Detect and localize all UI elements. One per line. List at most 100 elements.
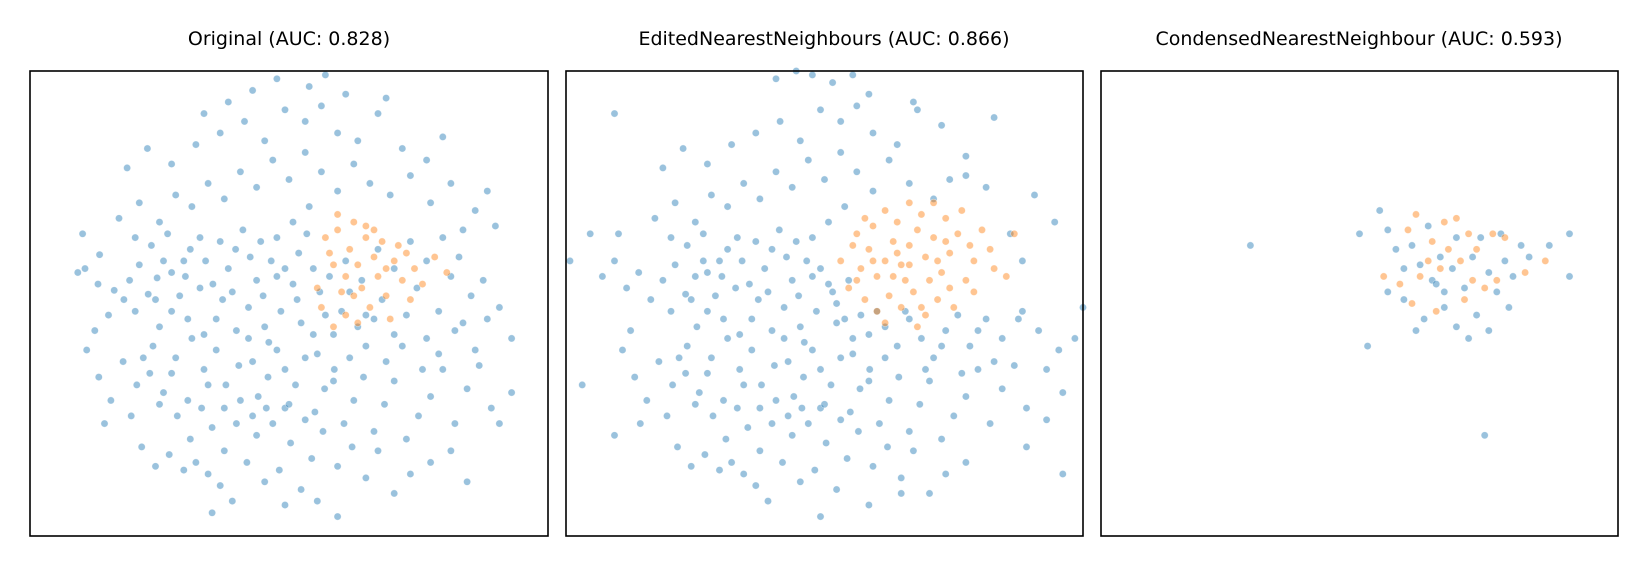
- scatter-point-class-0: [293, 295, 301, 304]
- scatter-point-class-0: [962, 458, 970, 467]
- scatter-point-class-0: [163, 229, 172, 238]
- scatter-point-class-0: [459, 225, 467, 234]
- scatter-point-class-0: [191, 458, 200, 467]
- scatter-points-original: [73, 71, 516, 521]
- scatter-point-class-0: [655, 357, 663, 366]
- scatter-point-class-1: [953, 229, 962, 238]
- scatter-point-class-0: [897, 489, 906, 498]
- scatter-point-class-0: [962, 171, 970, 180]
- scatter-point-class-1: [317, 303, 326, 312]
- scatter-point-class-0: [827, 380, 835, 389]
- scatter-point-class-1: [869, 256, 877, 265]
- scatter-point-class-1: [430, 253, 439, 261]
- scatter-point-class-0: [248, 86, 257, 95]
- scatter-point-class-0: [260, 477, 269, 486]
- scatter-point-class-1: [848, 241, 857, 250]
- scatter-point-class-0: [281, 365, 289, 374]
- scatter-point-class-0: [840, 315, 849, 323]
- scatter-point-class-0: [917, 334, 926, 343]
- scatter-point-class-0: [1517, 241, 1525, 250]
- scatter-point-class-0: [634, 268, 643, 277]
- scatter-point-class-0: [905, 427, 914, 436]
- scatter-point-class-0: [107, 396, 115, 405]
- scatter-point-class-0: [220, 404, 229, 412]
- scatter-point-class-0: [370, 315, 378, 323]
- scatter-point-class-0: [104, 311, 113, 319]
- scatter-point-class-0: [784, 411, 792, 420]
- scatter-point-class-0: [341, 90, 350, 99]
- scatter-point-class-1: [349, 291, 358, 300]
- scatter-point-class-0: [426, 198, 435, 207]
- scatter-point-class-1: [374, 272, 382, 281]
- scatter-point-class-0: [757, 380, 766, 389]
- scatter-point-class-1: [861, 214, 869, 223]
- scatter-point-class-0: [735, 330, 744, 339]
- scatter-point-class-0: [196, 284, 204, 292]
- scatter-point-class-1: [1492, 276, 1501, 285]
- scatter-point-class-0: [171, 353, 180, 362]
- scatter-point-class-0: [836, 117, 845, 126]
- scatter-point-class-0: [123, 163, 131, 172]
- scatter-point-class-0: [905, 179, 914, 188]
- scatter-point-class-0: [370, 427, 378, 436]
- scatter-point-class-0: [320, 384, 329, 393]
- scatter-point-class-0: [159, 256, 168, 265]
- scatter-point-class-1: [905, 260, 914, 269]
- scatter-point-class-0: [875, 419, 884, 428]
- scatter-point-class-0: [893, 140, 902, 149]
- scatter-point-class-0: [483, 187, 492, 195]
- scatter-point-class-1: [1428, 237, 1437, 246]
- scatter-point-class-0: [302, 229, 311, 238]
- scatter-point-class-1: [893, 218, 902, 226]
- scatter-point-class-1: [325, 249, 334, 257]
- scatter-point-class-0: [1416, 260, 1424, 269]
- scatter-point-class-0: [897, 473, 906, 482]
- scatter-point-class-0: [1042, 365, 1051, 374]
- scatter-point-class-0: [836, 148, 845, 157]
- scatter-point-class-1: [1436, 264, 1445, 273]
- scatter-point-class-0: [772, 396, 780, 405]
- scatter-point-class-0: [281, 501, 289, 509]
- scatter-point-class-0: [1022, 442, 1031, 451]
- panel-title-edited-nearest-neighbours: EditedNearestNeighbours (AUC: 0.866): [638, 28, 1009, 50]
- scatter-point-class-0: [459, 318, 467, 327]
- scatter-point-class-0: [719, 315, 728, 323]
- scatter-point-class-1: [1444, 245, 1453, 254]
- scatter-point-class-0: [132, 380, 141, 389]
- scatter-point-class-0: [305, 82, 314, 91]
- scatter-point-class-0: [723, 334, 732, 343]
- scatter-point-class-1: [406, 295, 415, 304]
- scatter-point-class-0: [1400, 264, 1408, 273]
- scatter-point-class-0: [1468, 253, 1477, 261]
- scatter-point-class-0: [208, 280, 217, 288]
- scatter-point-class-0: [187, 334, 196, 343]
- scatter-point-class-0: [321, 71, 330, 79]
- scatter-point-class-0: [309, 264, 318, 273]
- scatter-point-class-0: [200, 365, 208, 374]
- scatter-point-class-0: [1022, 404, 1031, 412]
- scatter-point-class-0: [119, 357, 127, 366]
- scatter-point-class-0: [937, 342, 946, 350]
- scatter-point-class-0: [679, 144, 687, 153]
- scatter-point-class-1: [897, 260, 906, 269]
- scatter-point-class-0: [309, 330, 318, 339]
- scatter-point-class-0: [792, 237, 801, 246]
- scatter-point-class-0: [422, 156, 431, 164]
- scatter-point-class-0: [281, 264, 289, 273]
- scatter-point-class-0: [1424, 222, 1433, 230]
- scatter-point-class-0: [479, 276, 488, 285]
- scatter-point-class-0: [1054, 346, 1063, 354]
- scatter-point-class-0: [816, 264, 825, 273]
- scatter-point-class-0: [139, 353, 148, 362]
- scatter-point-class-0: [822, 439, 830, 447]
- scatter-point-class-1: [353, 260, 362, 269]
- scatter-point-class-0: [885, 396, 893, 405]
- scatter-point-class-0: [1392, 245, 1400, 254]
- scatter-point-class-0: [820, 175, 829, 184]
- scatter-point-class-0: [788, 276, 797, 285]
- scatter-point-class-0: [224, 98, 233, 106]
- scatter-point-class-0: [382, 357, 390, 366]
- scatter-point-class-1: [1464, 229, 1473, 238]
- scatter-point-class-1: [378, 237, 386, 246]
- scatter-point-class-0: [1565, 272, 1574, 281]
